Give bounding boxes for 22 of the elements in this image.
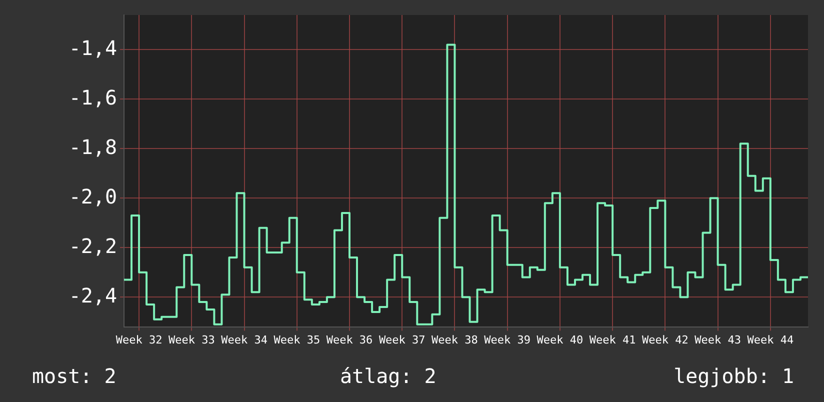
x-tick-label: Week 40: [536, 333, 584, 346]
text: most: 2: [32, 364, 116, 388]
y-tick-label: -1,4: [68, 36, 117, 60]
x-tick-label: Week 36: [326, 333, 373, 346]
text: legjobb: 1: [674, 364, 794, 388]
x-tick-label: Week 34: [221, 333, 268, 346]
x-tick-label: Week 43: [694, 333, 741, 346]
y-tick-label: -1,6: [68, 85, 117, 110]
y-tick-label: -2,0: [68, 184, 117, 208]
y-tick-label: -2,2: [68, 234, 117, 258]
y-tick-label: -1,8: [68, 134, 117, 159]
x-tick-label: Week 37: [378, 333, 426, 346]
x-tick-label: Week 35: [274, 333, 320, 346]
x-tick-label: Week 33: [168, 333, 215, 346]
x-tick-label: Week 42: [642, 333, 688, 346]
x-tick-label: Week 32: [116, 333, 162, 346]
x-tick-label: Week 41: [589, 333, 636, 346]
x-tick-label: Week 38: [432, 333, 478, 346]
y-tick-label: -2,4: [68, 283, 117, 308]
text: átlag: 2: [340, 364, 436, 388]
x-tick-label: Week 39: [484, 333, 531, 346]
x-tick-label: Week 44: [747, 333, 794, 346]
